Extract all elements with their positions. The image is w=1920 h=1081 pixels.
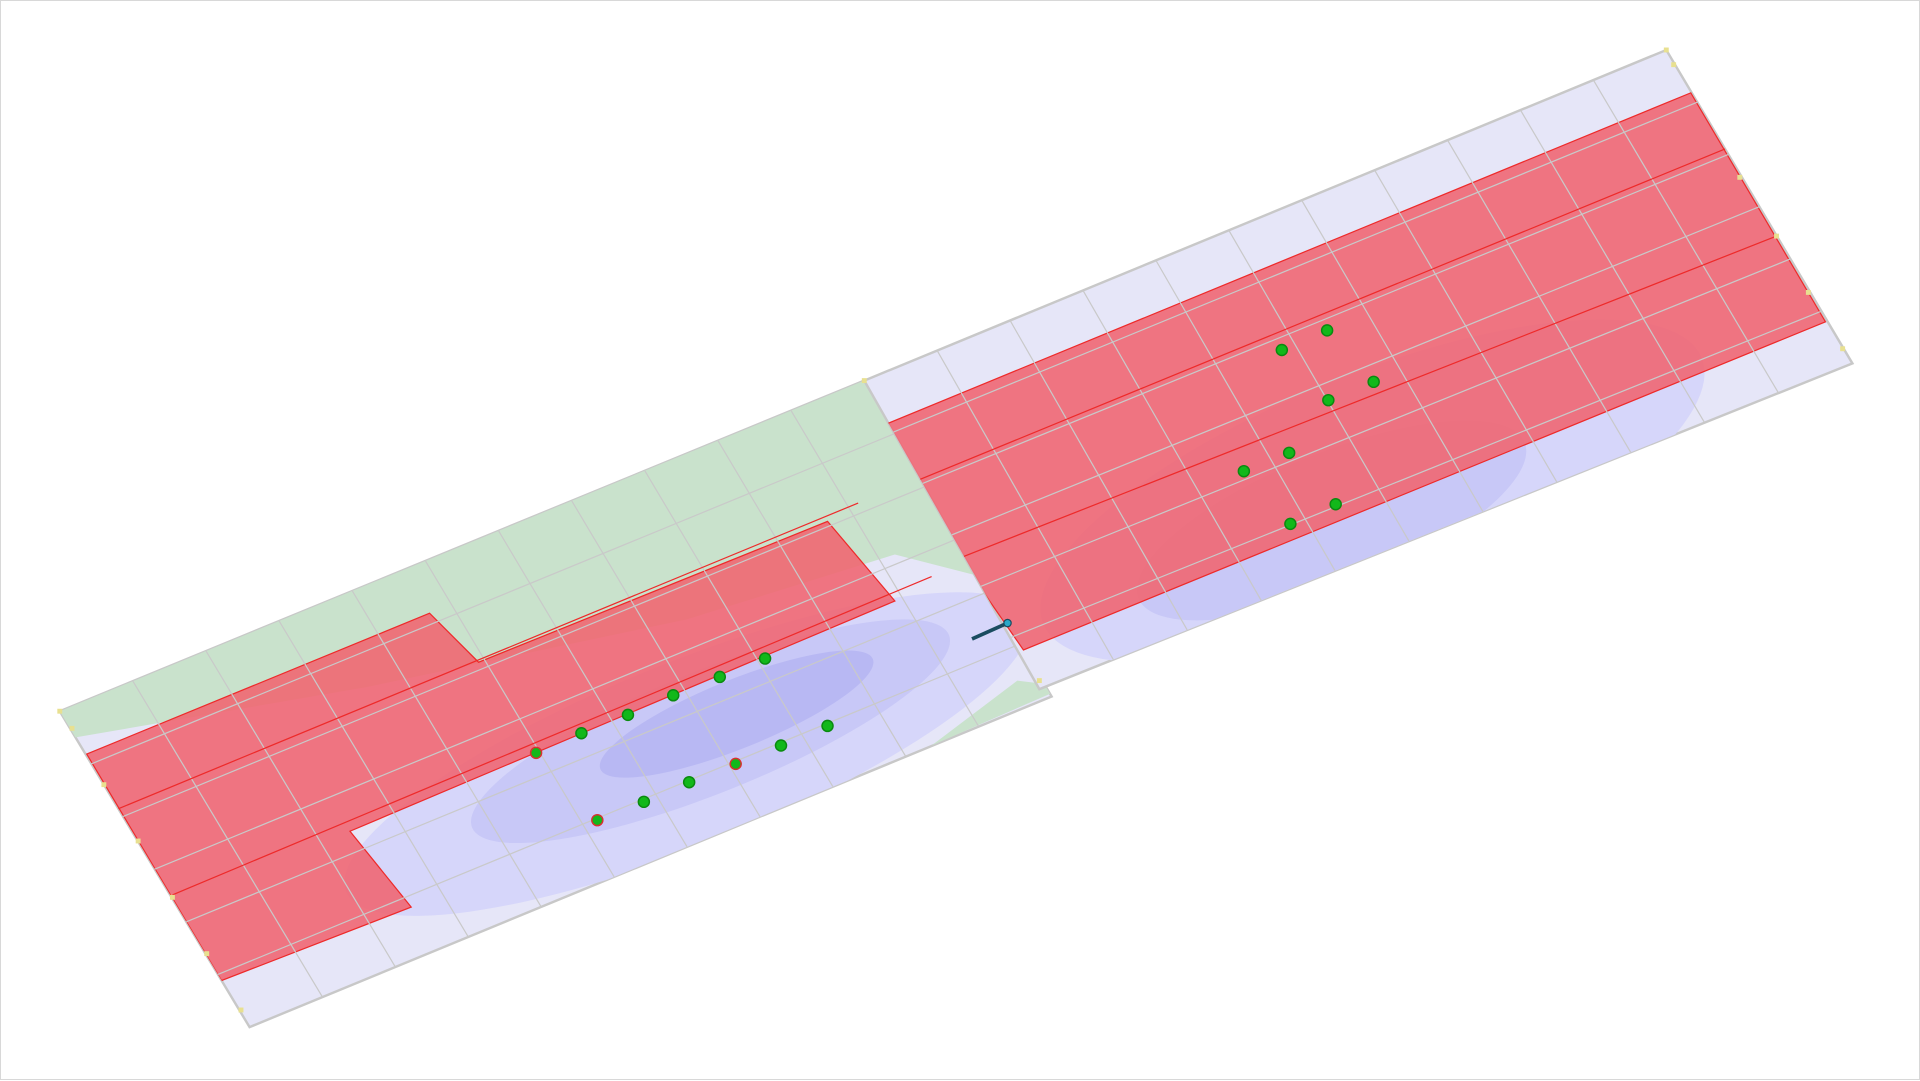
point-support-icon[interactable] xyxy=(774,739,788,752)
point-support-icon[interactable] xyxy=(575,727,588,740)
node-icon[interactable] xyxy=(1774,233,1779,239)
node-icon[interactable] xyxy=(1671,62,1677,68)
point-support-icon[interactable] xyxy=(529,746,543,760)
node-icon[interactable] xyxy=(101,782,107,788)
node-icon[interactable] xyxy=(1737,174,1743,180)
point-support-icon[interactable] xyxy=(1320,324,1334,337)
grid-line xyxy=(217,643,1021,976)
member-connector[interactable] xyxy=(971,618,1012,641)
node-icon[interactable] xyxy=(1805,289,1811,295)
point-support-icon[interactable] xyxy=(713,670,727,684)
red-lines-left xyxy=(117,502,932,896)
node-icon[interactable] xyxy=(1663,47,1669,53)
point-support-icon[interactable] xyxy=(637,795,651,809)
node-icon[interactable] xyxy=(204,951,210,957)
grid-line xyxy=(1009,310,1822,639)
point-support-icon[interactable] xyxy=(1282,446,1296,460)
node-icon[interactable] xyxy=(69,725,75,731)
point-support-icon[interactable] xyxy=(821,719,834,733)
point-support-icon[interactable] xyxy=(729,757,742,771)
node-icon[interactable] xyxy=(861,378,867,384)
node-icon[interactable] xyxy=(135,838,141,844)
edge-nodes xyxy=(57,47,1846,1013)
point-support-icon[interactable] xyxy=(1275,343,1289,357)
red-lines-right xyxy=(906,147,1777,565)
point-support-icon[interactable] xyxy=(758,652,772,665)
point-supports xyxy=(529,324,1380,827)
point-support-icon[interactable] xyxy=(667,689,680,702)
point-support-icon[interactable] xyxy=(621,708,635,722)
node-icon[interactable] xyxy=(1840,346,1846,352)
point-support-icon[interactable] xyxy=(591,813,604,827)
grid-lines-right xyxy=(893,79,1822,660)
green-zone-small xyxy=(931,680,1052,746)
red-zone-right xyxy=(871,92,1827,651)
grid-line xyxy=(951,206,1760,536)
point-support-icon[interactable] xyxy=(682,775,696,789)
grid-line xyxy=(922,153,1729,485)
point-support-icon[interactable] xyxy=(1237,464,1251,478)
blue-contour-left xyxy=(344,592,1030,916)
point-support-icon[interactable] xyxy=(1322,393,1335,407)
grid-line xyxy=(122,485,927,818)
grid-line xyxy=(186,590,990,923)
node-icon[interactable] xyxy=(1036,678,1042,684)
node-icon[interactable] xyxy=(169,894,175,900)
node-icon[interactable] xyxy=(238,1007,244,1013)
point-support-icon[interactable] xyxy=(1329,498,1342,511)
point-support-icon[interactable] xyxy=(1284,517,1297,531)
grid-line xyxy=(980,258,1791,587)
red-zone-left xyxy=(85,520,896,982)
node-icon[interactable] xyxy=(57,708,63,714)
slab-left[interactable] xyxy=(50,368,1066,1029)
slab-right[interactable] xyxy=(862,48,1855,732)
grid-line xyxy=(893,101,1698,433)
node-icon[interactable] xyxy=(1003,618,1012,628)
grid-line xyxy=(91,432,896,765)
point-support-icon[interactable] xyxy=(1367,375,1380,389)
grid-line xyxy=(154,537,959,870)
grid-lines-left xyxy=(91,410,1021,998)
green-zone xyxy=(59,380,981,742)
